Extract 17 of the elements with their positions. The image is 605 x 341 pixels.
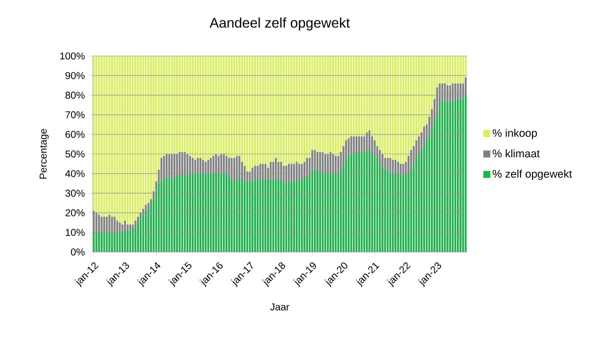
y-tick-label: 90% [66,72,85,80]
chart-title: Aandeel zelf opgewekt [210,17,350,30]
y-tick-label: 100% [60,52,85,60]
y-tick-label: 40% [65,170,85,178]
y-tick-label: 50% [65,150,85,158]
y-tick-label: 0% [70,248,85,256]
y-tick-label: 30% [65,190,85,197]
x-axis-title: Jaar [270,304,290,310]
y-axis-title: Percentage [40,128,49,179]
legend-label: % klimaat [492,149,540,158]
legend-label: % zelf opgewekt [492,170,572,180]
y-tick-label: 60% [66,130,85,138]
y-tick-label: 80% [65,92,85,99]
y-tick-label: 10% [66,228,85,236]
y-tick-label: 70% [66,111,85,118]
legend-label: % inkoop [492,128,537,140]
y-tick-label: 20% [66,209,85,216]
